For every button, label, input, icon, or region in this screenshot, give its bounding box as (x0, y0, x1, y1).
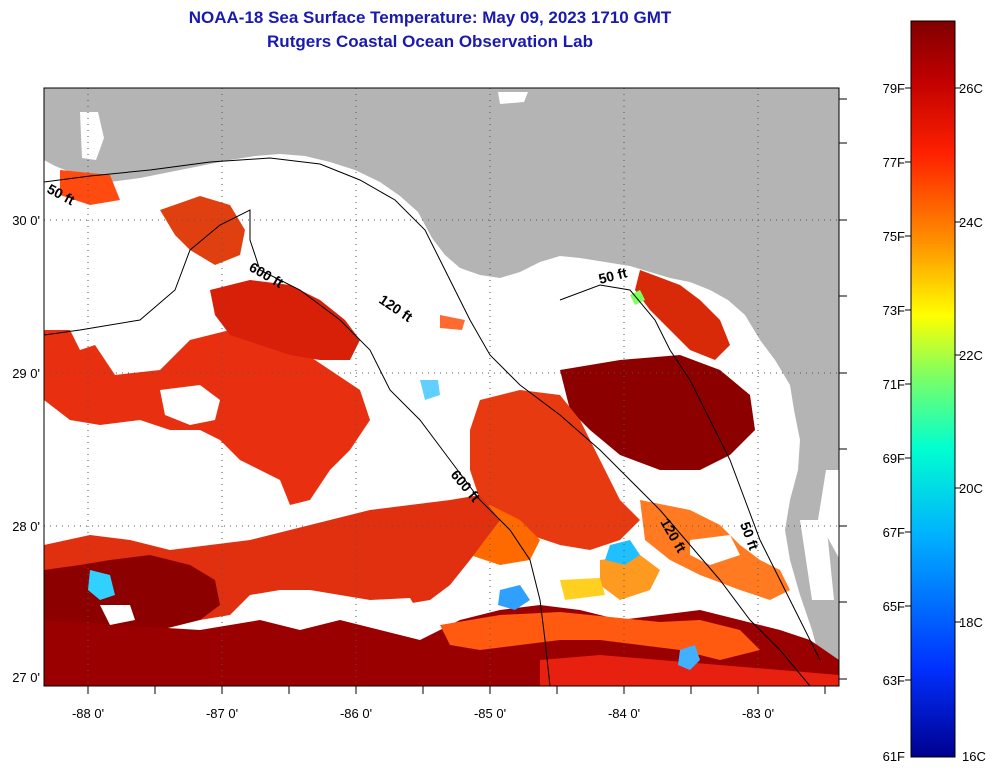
lon-label: -83 0' (742, 706, 774, 721)
colorbar-f-label: 69F (883, 451, 905, 466)
colorbar-f-label: 71F (883, 377, 905, 392)
colorbar-c-label: 18C (959, 615, 983, 630)
map-border (43, 87, 840, 687)
lat-label: 28 0' (12, 519, 40, 534)
colorbar-c-label: 24C (959, 215, 983, 230)
sst-field (44, 170, 839, 686)
colorbar-f-label: 67F (883, 525, 905, 540)
lon-label: -88 0' (72, 706, 104, 721)
chart-title: NOAA-18 Sea Surface Temperature: May 09,… (188, 8, 672, 27)
colorbar-c-label: 22C (959, 348, 983, 363)
colorbar-f-label: 73F (883, 303, 905, 318)
colorbar-c-label: 16C (962, 749, 986, 764)
colorbar-f-label: 61F (883, 749, 905, 764)
land-mass (44, 88, 839, 686)
colorbar-c-label: 20C (959, 481, 983, 496)
colorbar-f-label: 77F (883, 155, 905, 170)
colorbar-f-label: 75F (883, 229, 905, 244)
colorbar-f-label: 79F (883, 81, 905, 96)
graticule (44, 88, 839, 686)
lat-label: 29 0' (12, 366, 40, 381)
lon-label: -86 0' (340, 706, 372, 721)
lat-label: 30 0' (12, 213, 40, 228)
depth-contours (44, 157, 821, 686)
colorbar-c-label: 26C (959, 81, 983, 96)
lon-label: -84 0' (608, 706, 640, 721)
contour-label: 50 ft (597, 264, 629, 287)
colorbar-f-label: 63F (883, 673, 905, 688)
lat-label: 27 0' (12, 670, 40, 685)
lon-label: -85 0' (474, 706, 506, 721)
colorbar-f-label: 65F (883, 599, 905, 614)
chart-subtitle: Rutgers Coastal Ocean Observation Lab (267, 32, 593, 51)
lon-label: -87 0' (206, 706, 238, 721)
colorbar (910, 20, 956, 758)
